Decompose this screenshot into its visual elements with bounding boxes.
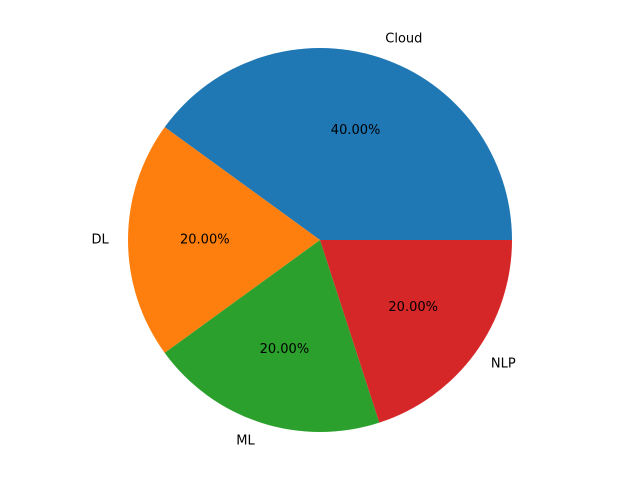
pct-label-nlp: 20.00%	[388, 300, 438, 315]
pct-label-cloud: 40.00%	[331, 123, 381, 138]
pct-label-dl: 20.00%	[180, 233, 230, 248]
pie-slice-cloud	[164, 48, 513, 240]
percentage-labels: 40.00% 20.00% 20.00% 20.00%	[180, 123, 438, 357]
pie-slice-nlp	[320, 240, 512, 423]
category-label-nlp: NLP	[491, 357, 516, 372]
pie-slices	[128, 48, 513, 432]
pie-slice-dl	[128, 127, 320, 353]
category-label-cloud: Cloud	[385, 32, 422, 47]
pct-label-ml: 20.00%	[260, 342, 310, 357]
category-label-dl: DL	[92, 233, 110, 248]
pie-slice-ml	[164, 240, 380, 432]
category-label-ml: ML	[236, 433, 255, 448]
category-labels: Cloud DL ML NLP	[92, 32, 516, 449]
